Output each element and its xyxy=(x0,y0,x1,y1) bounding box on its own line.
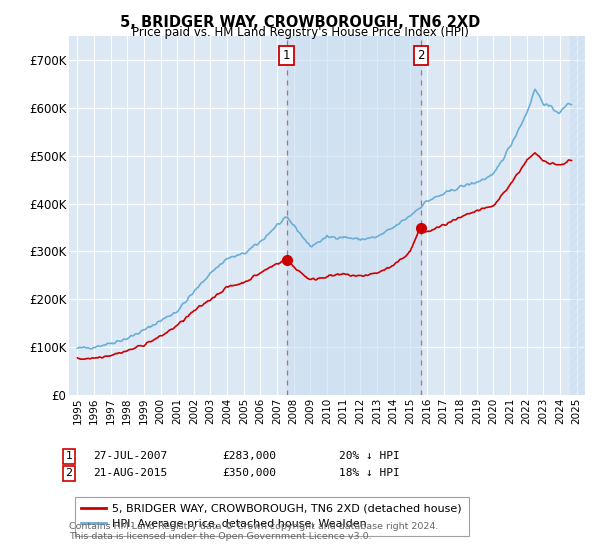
Text: £283,000: £283,000 xyxy=(222,451,276,461)
Legend: 5, BRIDGER WAY, CROWBOROUGH, TN6 2XD (detached house), HPI: Average price, detac: 5, BRIDGER WAY, CROWBOROUGH, TN6 2XD (de… xyxy=(74,497,469,536)
Text: Price paid vs. HM Land Registry's House Price Index (HPI): Price paid vs. HM Land Registry's House … xyxy=(131,26,469,39)
Text: 1: 1 xyxy=(283,49,290,62)
Text: 21-AUG-2015: 21-AUG-2015 xyxy=(93,468,167,478)
Text: 5, BRIDGER WAY, CROWBOROUGH, TN6 2XD: 5, BRIDGER WAY, CROWBOROUGH, TN6 2XD xyxy=(120,15,480,30)
Text: 2: 2 xyxy=(65,468,73,478)
Text: Contains HM Land Registry data © Crown copyright and database right 2024.
This d: Contains HM Land Registry data © Crown c… xyxy=(69,522,439,542)
Bar xyxy=(287,36,421,395)
Text: 27-JUL-2007: 27-JUL-2007 xyxy=(93,451,167,461)
Text: 2: 2 xyxy=(417,49,424,62)
Text: £350,000: £350,000 xyxy=(222,468,276,478)
Text: 1: 1 xyxy=(65,451,73,461)
Text: 20% ↓ HPI: 20% ↓ HPI xyxy=(339,451,400,461)
Bar xyxy=(569,36,585,395)
Text: 18% ↓ HPI: 18% ↓ HPI xyxy=(339,468,400,478)
